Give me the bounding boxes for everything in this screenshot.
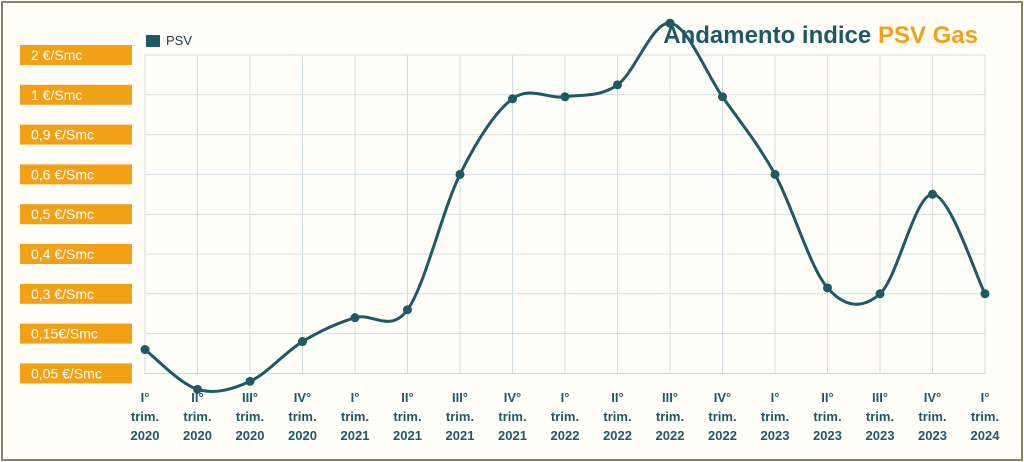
- y-tick-label: 0,4 €/Smc: [31, 246, 94, 262]
- data-point: [770, 169, 780, 179]
- series-points: [140, 18, 990, 394]
- y-tick-label-bg: [20, 363, 132, 384]
- x-tick-label: trim.: [183, 409, 211, 424]
- x-tick-label: trim.: [813, 409, 841, 424]
- x-tick-label: trim.: [708, 409, 736, 424]
- legend-label: PSV: [166, 33, 193, 48]
- x-tick-label: 2021: [393, 428, 422, 443]
- data-point: [613, 80, 622, 90]
- data-point: [928, 189, 937, 199]
- y-tick-label: 0,05 €/Smc: [31, 365, 102, 381]
- data-point: [980, 289, 990, 299]
- y-tick-label-bg: [20, 124, 132, 145]
- x-tick-label: 2022: [708, 428, 737, 443]
- x-tick-label: trim.: [236, 409, 264, 424]
- x-tick-label: IV°: [924, 390, 941, 405]
- data-point: [665, 18, 675, 28]
- x-tick-label: trim.: [971, 409, 999, 424]
- y-tick-label: 0,5 €/Smc: [31, 206, 94, 222]
- x-tick-label: II°: [821, 390, 833, 405]
- y-tick-label: 2 €/Smc: [31, 47, 82, 63]
- chart-title-accent: PSV Gas: [877, 22, 978, 49]
- x-tick-label: I°: [771, 390, 780, 405]
- data-point: [823, 283, 832, 293]
- x-tick-label: III°: [872, 390, 888, 405]
- x-tick-label: trim.: [656, 409, 684, 424]
- y-tick-label-bg: [20, 244, 132, 264]
- x-tick-label: III°: [452, 390, 468, 405]
- x-tick-label: 2022: [551, 428, 580, 443]
- y-tick-label: 0,6 €/Smc: [31, 166, 94, 182]
- y-tick-label: 1 €/Smc: [31, 87, 82, 103]
- x-tick-label: 2021: [341, 428, 370, 443]
- x-tick-label: 2022: [656, 428, 685, 443]
- y-tick-label-bg: [20, 84, 132, 105]
- y-tick-label: 0,9 €/Smc: [31, 127, 94, 143]
- x-tick-label: trim.: [446, 409, 474, 424]
- x-tick-label: trim.: [918, 409, 946, 424]
- chart-title-main: Andamento indice: [663, 22, 872, 49]
- x-tick-label: IV°: [504, 390, 521, 405]
- y-tick-label-bg: [20, 164, 132, 185]
- data-point: [560, 92, 570, 102]
- x-tick-label: III°: [662, 390, 678, 405]
- x-tick-label: 2024: [971, 428, 1001, 443]
- x-tick-label: trim.: [341, 409, 369, 424]
- x-tick-label: 2020: [183, 428, 212, 443]
- x-axis-labels: I° trim. 2020 II° trim. 2020 III° trim. 2020 IV° t…: [131, 390, 1001, 443]
- x-tick-label: 2020: [131, 428, 160, 443]
- x-tick-label: 2023: [761, 428, 790, 443]
- x-tick-label: 2021: [498, 428, 527, 443]
- x-tick-label: 2020: [236, 428, 265, 443]
- y-tick-label-bg: [20, 323, 132, 344]
- x-tick-label: 2020: [288, 428, 317, 443]
- x-tick-label: trim.: [498, 409, 526, 424]
- data-point: [508, 94, 517, 104]
- x-tick-label: 2021: [446, 428, 475, 443]
- x-tick-label: trim.: [866, 409, 894, 424]
- data-point: [245, 376, 255, 386]
- x-tick-label: IV°: [714, 390, 731, 405]
- data-point: [193, 384, 202, 394]
- data-point: [350, 313, 360, 323]
- x-tick-label: I°: [561, 390, 570, 405]
- data-point: [875, 289, 885, 299]
- x-tick-label: II°: [191, 390, 203, 405]
- x-tick-label: I°: [141, 390, 150, 405]
- y-tick-label-bg: [20, 283, 132, 304]
- x-tick-label: I°: [351, 390, 360, 405]
- x-tick-label: 2023: [866, 428, 895, 443]
- x-tick-label: trim.: [603, 409, 631, 424]
- y-tick-label-bg: [20, 45, 132, 65]
- x-tick-label: 2022: [603, 428, 632, 443]
- x-tick-label: IV°: [294, 390, 311, 405]
- grid: [144, 54, 986, 374]
- legend: PSV: [146, 33, 192, 48]
- x-tick-label: trim.: [393, 409, 421, 424]
- x-tick-label: 2023: [918, 428, 947, 443]
- data-point: [298, 337, 307, 347]
- x-tick-label: trim.: [551, 409, 579, 424]
- x-tick-label: II°: [401, 390, 413, 405]
- legend-swatch: [146, 34, 160, 47]
- chart-title: Andamento indice PSV Gas: [663, 22, 978, 50]
- x-tick-label: III°: [242, 390, 258, 405]
- data-point: [403, 305, 412, 315]
- x-tick-label: 2023: [813, 428, 842, 443]
- y-tick-label: 0,3 €/Smc: [31, 286, 94, 302]
- y-tick-label: 0,15€/Smc: [31, 326, 98, 342]
- x-tick-label: trim.: [131, 409, 159, 424]
- data-point: [455, 169, 465, 179]
- x-tick-label: I°: [981, 390, 990, 405]
- data-point: [718, 92, 727, 102]
- x-tick-label: II°: [611, 390, 623, 405]
- y-axis-labels: 2 €/Smc 1 €/Smc 0,9 €/Smc 0,6 €/Smc 0,5 €/Sm…: [20, 45, 132, 384]
- data-point: [140, 345, 150, 355]
- y-tick-label-bg: [20, 204, 132, 225]
- x-tick-label: trim.: [288, 409, 316, 424]
- x-tick-label: trim.: [761, 409, 789, 424]
